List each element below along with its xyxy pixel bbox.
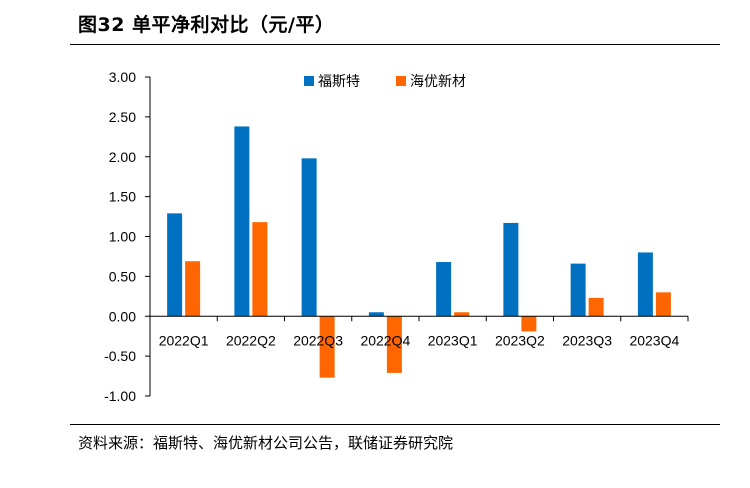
bar-series-2-2023Q3 <box>588 297 604 317</box>
bar-series-2-2023Q2 <box>521 316 537 332</box>
bar-series-1-2022Q2 <box>234 126 250 317</box>
y-tick-label: -0.50 <box>104 348 136 364</box>
x-tick-label: 2023Q3 <box>562 332 612 348</box>
y-tick-label: 0.00 <box>109 308 136 324</box>
x-tick-label: 2022Q1 <box>159 332 209 348</box>
bar-series-1-2022Q4 <box>368 312 384 317</box>
bar-series-2-2022Q4 <box>386 316 402 373</box>
y-axis: 3.00 2.50 2.00 1.50 1.00 0.50 0.00 -0.50 -1.00 <box>104 69 151 404</box>
figure-title: 图32 单平净利对比（元/平） <box>78 14 335 36</box>
bar-series-1-2022Q1 <box>167 213 183 317</box>
y-tick-label: 2.00 <box>109 149 136 165</box>
source-divider <box>70 424 720 425</box>
bar-series-2-2022Q1 <box>185 261 201 317</box>
y-tick-label: -1.00 <box>104 388 136 404</box>
bar-series-1-2023Q3 <box>570 263 586 317</box>
legend-swatch-1 <box>304 76 314 86</box>
x-tick-label: 2022Q3 <box>293 332 343 348</box>
legend-label-2: 海优新材 <box>410 74 466 90</box>
bar-series-1-2022Q3 <box>301 158 317 317</box>
x-tick-label: 2023Q1 <box>428 332 478 348</box>
y-tick-label: 1.50 <box>109 189 136 205</box>
x-tick-label: 2023Q4 <box>629 332 679 348</box>
y-tick-label: 1.00 <box>109 229 136 245</box>
x-tick-label: 2022Q2 <box>226 332 276 348</box>
title-underline <box>70 44 720 45</box>
bars <box>167 126 671 378</box>
legend-label-1: 福斯特 <box>318 74 360 90</box>
source-note: 资料来源：福斯特、海优新材公司公告，联储证券研究院 <box>78 434 454 452</box>
bar-series-2-2023Q4 <box>655 292 671 317</box>
bar-series-2-2023Q1 <box>454 312 470 317</box>
legend-swatch-2 <box>396 76 406 86</box>
bar-series-1-2023Q2 <box>503 222 519 317</box>
bar-series-1-2023Q1 <box>436 262 452 317</box>
y-tick-label: 2.50 <box>109 109 136 125</box>
x-tick-label: 2023Q2 <box>495 332 545 348</box>
bar-series-2-2022Q3 <box>319 316 335 378</box>
y-tick-label: 3.00 <box>109 69 136 85</box>
bar-series-2-2022Q2 <box>252 222 268 317</box>
x-tick-label: 2022Q4 <box>360 332 410 348</box>
y-tick-label: 0.50 <box>109 268 136 284</box>
legend: 福斯特 海优新材 <box>304 74 466 90</box>
x-axis: 2022Q1 2022Q2 2022Q3 2022Q4 2023Q1 2023Q2 2023… <box>149 315 689 348</box>
bar-series-1-2023Q4 <box>637 252 653 317</box>
